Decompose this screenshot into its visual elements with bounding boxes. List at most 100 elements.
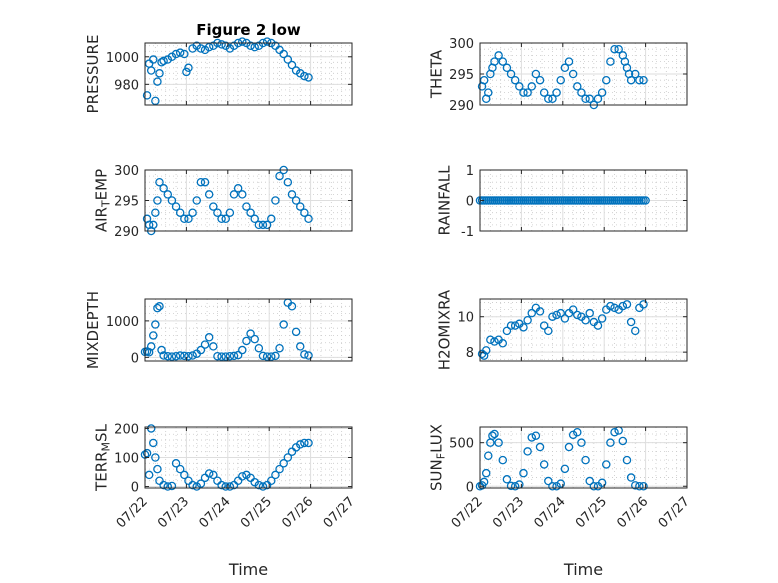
data-point (167, 352, 177, 361)
data-point (585, 308, 594, 318)
x-axis-label: Time (228, 560, 268, 579)
data-point (175, 464, 185, 474)
data-point (519, 468, 528, 478)
data-point (602, 460, 611, 469)
y-tick-label: 295 (114, 195, 139, 210)
data-point (291, 327, 301, 337)
data-point (527, 433, 537, 442)
data-point (544, 476, 553, 486)
data-point (560, 63, 570, 73)
y-axis-label: RAINFALL (436, 165, 454, 236)
y-tick-label: 980 (114, 78, 139, 93)
data-point (262, 37, 272, 46)
data-point (304, 438, 313, 448)
data-point (180, 470, 189, 480)
data-point (544, 94, 553, 104)
y-tick-label: 0 (131, 351, 139, 366)
data-point (506, 481, 516, 491)
data-point (539, 321, 549, 330)
data-point (494, 51, 503, 60)
data-point (606, 57, 615, 66)
data-point (639, 482, 648, 491)
subplot-mixdepth: 0 1000 MIXDEPTH (84, 291, 353, 369)
y-axis-label: AIRTEMP (92, 169, 112, 232)
data-point (146, 66, 156, 75)
data-point (229, 190, 239, 199)
data-point (585, 94, 594, 104)
data-point (279, 320, 288, 329)
data-point (175, 48, 185, 57)
y-tick-label: 0 (466, 195, 474, 210)
data-point (142, 448, 152, 458)
data-point (639, 300, 648, 309)
data-point (153, 77, 162, 86)
data-point (544, 326, 553, 336)
data-point (151, 453, 160, 462)
data-point (279, 459, 288, 468)
y-axis-label: THETA (427, 49, 445, 99)
data-point (506, 321, 516, 330)
x-tick-label: 07/27 (321, 494, 358, 531)
data-point (188, 208, 197, 217)
data-point (209, 470, 218, 480)
data-point (204, 469, 214, 478)
y-axis-label: MIXDEPTH (84, 291, 102, 369)
y-axis-label: PRESSURE (84, 35, 102, 114)
data-point (254, 220, 264, 230)
chart-title: Figure 2 low (196, 21, 301, 39)
data-point (300, 438, 309, 448)
y-axis-label: H2OMIXRA (436, 289, 454, 370)
data-point (171, 459, 181, 468)
data-point (581, 455, 590, 465)
data-point (184, 63, 193, 73)
data-point (267, 476, 276, 485)
data-point (204, 333, 214, 342)
data-point (217, 214, 226, 224)
y-tick-label: -1 (461, 225, 474, 240)
y-tick-label: 295 (449, 68, 474, 83)
data-point (597, 478, 607, 488)
data-point (527, 308, 537, 318)
data-point (300, 208, 309, 217)
data-point (159, 56, 168, 66)
data-point (200, 340, 210, 349)
x-tick-label: 07/25 (238, 494, 275, 531)
data-point (254, 480, 264, 490)
data-point (283, 55, 293, 64)
subplot-rainfall: -1 0 1 RAINFALL (436, 164, 688, 240)
data-point (184, 352, 193, 361)
data-point (213, 208, 222, 217)
data-point (602, 75, 611, 85)
y-tick-label: 300 (114, 164, 139, 179)
data-point (258, 351, 268, 361)
data-point (515, 82, 524, 91)
data-point (593, 94, 603, 104)
data-point (262, 352, 272, 361)
data-point (552, 88, 561, 97)
data-point (167, 196, 177, 205)
data-point (242, 202, 251, 211)
data-point (535, 442, 545, 452)
data-point (539, 460, 549, 469)
data-point (568, 430, 578, 440)
data-point (250, 334, 259, 344)
data-point (539, 88, 549, 97)
data-point (217, 40, 226, 49)
data-point (151, 96, 160, 106)
data-point (153, 303, 162, 313)
data-point (180, 214, 189, 224)
data-point (635, 482, 644, 491)
data-point (502, 326, 512, 336)
data-point (196, 479, 206, 488)
data-point (155, 177, 164, 187)
data-point (271, 351, 280, 361)
data-point (271, 196, 280, 205)
data-point (597, 314, 607, 323)
data-point (242, 336, 251, 346)
data-point (204, 42, 214, 52)
data-point (221, 482, 230, 491)
data-point (188, 480, 197, 490)
y-tick-label: 1000 (106, 315, 139, 330)
